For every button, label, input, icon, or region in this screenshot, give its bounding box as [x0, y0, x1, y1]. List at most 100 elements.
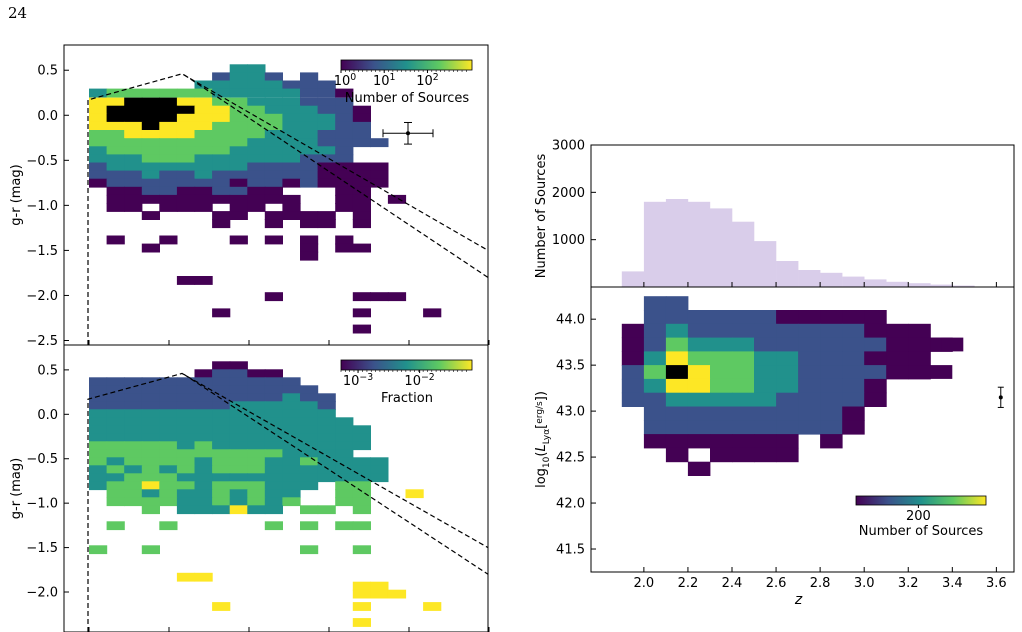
- heatmap-cell: [176, 401, 196, 411]
- heatmap-cell: [352, 219, 371, 229]
- heatmap-cell: [335, 194, 354, 204]
- heatmap-cell: [247, 457, 266, 467]
- heatmap-cell: [89, 138, 108, 148]
- heatmap-cell: [106, 113, 125, 123]
- heatmap-cell: [194, 130, 213, 139]
- heatmap-cell: [106, 449, 125, 459]
- y-axis-label: g-r (mag): [9, 164, 24, 225]
- heatmap-cell: [335, 243, 354, 253]
- heatmap-cell: [387, 589, 407, 599]
- heatmap-cell: [864, 337, 887, 352]
- heatmap-cell: [282, 138, 301, 148]
- heatmap-cell: [282, 489, 301, 499]
- heatmap-cell: [159, 105, 178, 115]
- heatmap-cell: [370, 162, 389, 172]
- heatmap-cell: [106, 162, 125, 172]
- heatmap-cell: [864, 310, 887, 325]
- heatmap-cell: [264, 146, 283, 156]
- heatmap-cell: [89, 113, 108, 123]
- heatmap-cell: [643, 351, 667, 366]
- heatmap-cell: [159, 489, 178, 499]
- heatmap-cell: [141, 162, 160, 172]
- heatmap-cell: [621, 365, 645, 380]
- heatmap-cell: [352, 457, 371, 467]
- heatmap-cell: [264, 385, 283, 395]
- heatmap-cell: [124, 186, 143, 196]
- heatmap-cell: [89, 545, 108, 555]
- heatmap-cell: [176, 417, 196, 427]
- x-tick-label: 2.4: [722, 576, 743, 591]
- heatmap-cell: [247, 88, 266, 98]
- heatmap-cell: [176, 425, 196, 435]
- heatmap-cell: [247, 481, 266, 491]
- heatmap-cell: [665, 296, 689, 311]
- heatmap-cell: [820, 337, 843, 352]
- heatmap-cell: [176, 377, 196, 387]
- heatmap-cell: [124, 441, 143, 451]
- heatmap-cell: [194, 276, 213, 285]
- colorbar: [855, 495, 987, 506]
- heatmap-cell: [141, 138, 160, 148]
- heatmap-cell: [247, 186, 266, 196]
- heatmap-cell: [141, 441, 160, 451]
- heatmap-cell: [159, 146, 178, 156]
- heatmap-cell: [124, 385, 143, 395]
- histogram-bar: [820, 272, 843, 287]
- selection-boundary-line: [183, 373, 489, 575]
- heatmap-cell: [176, 88, 196, 98]
- heatmap-cell: [754, 434, 777, 449]
- heatmap-cell: [176, 572, 196, 582]
- heatmap-cell: [141, 497, 160, 507]
- heatmap-cell: [106, 121, 125, 131]
- heatmap-cell: [194, 377, 213, 387]
- heatmap-cell: [176, 505, 196, 515]
- heatmap-cell: [710, 420, 733, 435]
- heatmap-cell: [124, 162, 143, 172]
- heatmap-cell: [247, 441, 266, 451]
- heatmap-cell: [194, 88, 213, 98]
- heatmap-cell: [247, 194, 266, 204]
- heatmap-cell: [710, 392, 733, 407]
- heatmap-cell: [352, 465, 371, 475]
- y-tick-label: 43.0: [556, 405, 585, 420]
- histogram-bar: [930, 284, 953, 287]
- heatmap-cell: [159, 417, 178, 427]
- heatmap-cell: [194, 178, 213, 188]
- heatmap-cell: [247, 203, 266, 212]
- heatmap-cell: [141, 393, 160, 403]
- heatmap-cell: [300, 409, 319, 419]
- heatmap-cell: [842, 392, 865, 407]
- heatmap-cell: [754, 447, 777, 463]
- heatmap-cell: [282, 154, 301, 164]
- histogram-bar: [710, 208, 733, 287]
- heatmap-cell: [886, 337, 909, 352]
- heatmap-cell: [643, 406, 667, 421]
- panel-bottom-left: 0.5 0.0 −0.5 −1.0 −1.5 −2.0 g-r (mag) Fraction: [9, 344, 490, 632]
- heatmap-cell: [335, 88, 354, 98]
- heatmap-cell: [300, 178, 319, 188]
- heatmap-cell: [754, 365, 777, 380]
- y-tick-label: 1000: [552, 233, 585, 248]
- heatmap-cell: [621, 351, 645, 366]
- heatmap-cell: [176, 457, 196, 467]
- heatmap-cell: [732, 323, 755, 339]
- heatmap-cell: [264, 235, 283, 245]
- heatmap-cell: [229, 369, 248, 379]
- heatmap-cell: [212, 162, 231, 172]
- heatmap-cell: [352, 170, 371, 180]
- heatmap-cell: [335, 154, 354, 164]
- heatmap-cell: [282, 433, 301, 443]
- heatmap-cell: [300, 154, 319, 164]
- heatmap-cell: [754, 351, 777, 366]
- heatmap-cell: [300, 235, 319, 245]
- heatmap-cell: [317, 401, 336, 411]
- heatmap-cell: [335, 433, 354, 443]
- heatmap-cell: [89, 457, 108, 467]
- heatmap-cell: [732, 378, 755, 394]
- heatmap-cell: [106, 465, 125, 475]
- heatmap-cell: [141, 417, 160, 427]
- heatmap-cell: [194, 473, 213, 483]
- heatmap-cell: [124, 473, 143, 483]
- heatmap-cell: [124, 138, 143, 148]
